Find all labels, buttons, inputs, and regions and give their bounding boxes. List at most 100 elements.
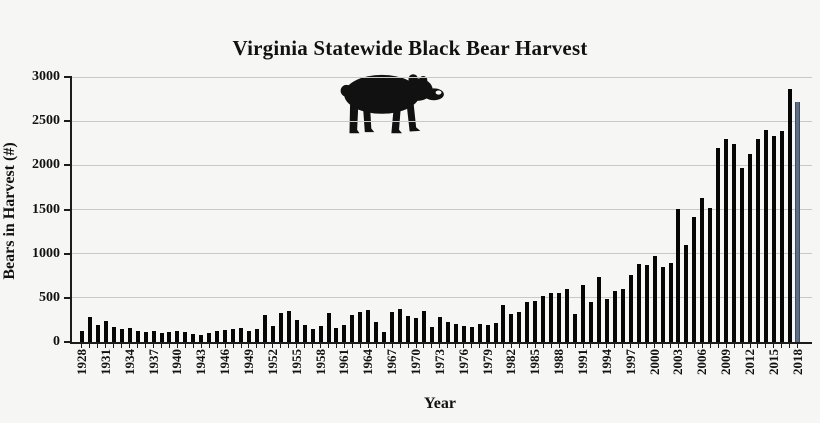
bar-1982 xyxy=(509,314,514,342)
bar-2001 xyxy=(660,266,665,342)
bar-slot-1983 xyxy=(515,77,523,342)
gridline-1500 xyxy=(72,209,812,210)
bar-slot-1949 xyxy=(245,77,253,342)
x-label-slot-2018: 2018 xyxy=(790,349,805,395)
x-label-slot-1964: 1964 xyxy=(360,349,375,395)
bar-1991 xyxy=(581,285,586,342)
bar-slot-1951 xyxy=(261,77,269,342)
bar-1950 xyxy=(254,328,259,342)
x-tick-mark-1941 xyxy=(184,344,186,348)
bar-1969 xyxy=(406,316,411,342)
y-tick-label-0: 0 xyxy=(53,334,60,349)
bar-slot-1989 xyxy=(563,77,571,342)
x-label-slot-2012: 2012 xyxy=(742,349,757,395)
x-label-slot-2006: 2006 xyxy=(694,349,709,395)
bar-slot-1956 xyxy=(301,77,309,342)
bar-slot-2009 xyxy=(722,77,730,342)
x-tick-slot-1981 xyxy=(500,344,508,348)
x-label-slot-1944 xyxy=(205,349,213,395)
bar-2004 xyxy=(684,244,689,342)
x-tick-slot-2011 xyxy=(738,344,746,348)
x-tick-slot-1995 xyxy=(611,344,619,348)
bar-1972 xyxy=(429,326,434,342)
bar-slot-1995 xyxy=(611,77,619,342)
bars xyxy=(72,77,812,342)
bar-2005 xyxy=(692,216,697,342)
y-tick-label-2500: 2500 xyxy=(32,113,60,129)
bear-illustration xyxy=(340,74,444,134)
x-tick-mark-2016 xyxy=(781,344,783,348)
x-label-slot-1977 xyxy=(468,349,476,395)
x-tick-slot-1944 xyxy=(205,344,213,348)
x-tick-mark-1959 xyxy=(328,344,330,348)
bar-slot-1941 xyxy=(181,77,189,342)
y-tick-label-3000: 3000 xyxy=(32,69,60,84)
x-tick-mark-1972 xyxy=(431,344,433,348)
x-label-slot-1940: 1940 xyxy=(169,349,184,395)
bar-1957 xyxy=(310,328,315,342)
x-tick-slot-1948 xyxy=(237,344,245,348)
x-tick-mark-1994 xyxy=(606,344,608,348)
x-tick-mark-1997 xyxy=(630,344,632,348)
x-tick-mark-1937 xyxy=(153,344,155,348)
y-tick-label-500: 500 xyxy=(39,289,60,305)
bar-1985 xyxy=(533,300,538,342)
x-tick-mark-1985 xyxy=(534,344,536,348)
x-tick-mark-1934 xyxy=(129,344,131,348)
x-tick-mark-1971 xyxy=(423,344,425,348)
x-tick-slot-1934 xyxy=(126,344,134,348)
bar-2012 xyxy=(748,153,753,342)
bar-slot-1968 xyxy=(396,77,404,342)
bar-1945 xyxy=(215,331,220,342)
bar-slot-1952 xyxy=(269,77,277,342)
x-tick-slot-2014 xyxy=(762,344,770,348)
x-tick-slot-1991 xyxy=(579,344,587,348)
x-label-slot-1976: 1976 xyxy=(456,349,471,395)
x-label-slot-1971 xyxy=(420,349,428,395)
bar-slot-1954 xyxy=(285,77,293,342)
x-tick-slot-1969 xyxy=(404,344,412,348)
x-tick-slot-1963 xyxy=(356,344,364,348)
bar-1939 xyxy=(167,331,172,342)
x-tick-mark-2003 xyxy=(677,344,679,348)
x-tick-mark-1984 xyxy=(526,344,528,348)
x-tick-mark-2005 xyxy=(693,344,695,348)
x-tick-slot-1957 xyxy=(309,344,317,348)
bar-1958 xyxy=(318,326,323,342)
x-tick-slot-1974 xyxy=(444,344,452,348)
bar-1928 xyxy=(79,330,84,342)
x-tick-slot-1975 xyxy=(452,344,460,348)
x-tick-mark-2010 xyxy=(733,344,735,348)
x-tick-mark-1983 xyxy=(518,344,520,348)
x-tick-slot-1987 xyxy=(547,344,555,348)
bar-1949 xyxy=(246,330,251,342)
bar-slot-1940 xyxy=(173,77,181,342)
bar-slot-2003 xyxy=(674,77,682,342)
x-tick-mark-2004 xyxy=(685,344,687,348)
bar-slot-1946 xyxy=(221,77,229,342)
x-tick-mark-1957 xyxy=(312,344,314,348)
x-tick-mark-2011 xyxy=(741,344,743,348)
y-tick-label-1500: 1500 xyxy=(32,201,60,217)
bar-1989 xyxy=(565,289,570,342)
x-label-slot-1952: 1952 xyxy=(265,349,280,395)
x-tick-slot-1994 xyxy=(603,344,611,348)
x-tick-slot-2017 xyxy=(786,344,794,348)
x-label-slot-1958: 1958 xyxy=(313,349,328,395)
x-tick-slot-2015 xyxy=(770,344,778,348)
x-label-slot-1997: 1997 xyxy=(623,349,638,395)
bar-1973 xyxy=(437,317,442,342)
x-tick-slot-2013 xyxy=(754,344,762,348)
x-label-slot-2004 xyxy=(682,349,690,395)
bar-slot-1971 xyxy=(420,77,428,342)
x-tick-mark-1946 xyxy=(224,344,226,348)
bar-1933 xyxy=(119,328,124,342)
x-tick-slot-1989 xyxy=(563,344,571,348)
x-tick-mark-1935 xyxy=(137,344,139,348)
x-axis-title: Year xyxy=(424,395,456,412)
bar-2013 xyxy=(755,138,760,342)
x-tick-mark-2012 xyxy=(749,344,751,348)
bar-1990 xyxy=(573,314,578,342)
bar-1977 xyxy=(469,326,474,342)
x-label-slot-2010 xyxy=(730,349,738,395)
